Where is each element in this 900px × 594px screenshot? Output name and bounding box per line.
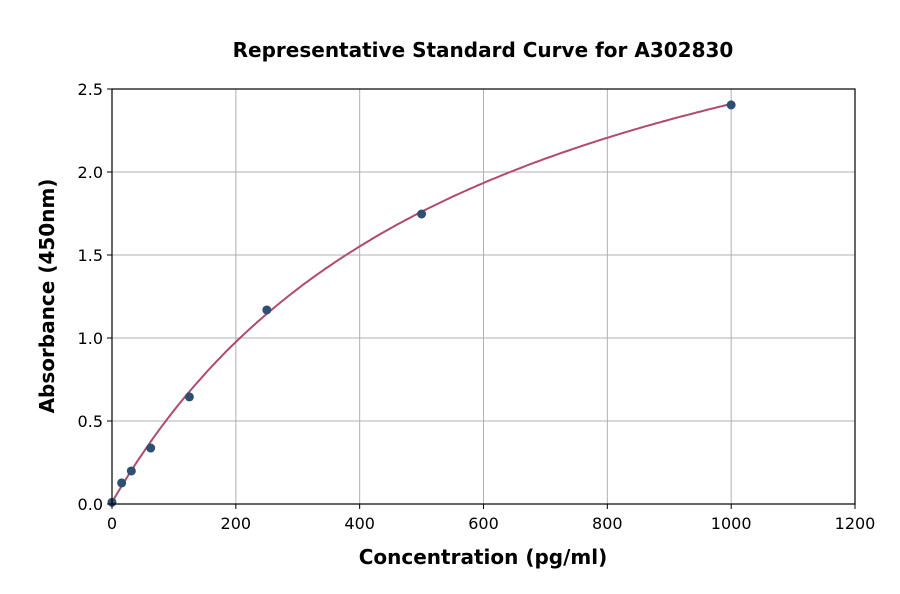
data-point: [117, 478, 127, 488]
y-tick-label: 1.5: [78, 246, 103, 265]
data-point: [146, 443, 156, 453]
fit-curve: [111, 102, 732, 503]
data-point: [184, 392, 194, 402]
x-tick-label: 0: [107, 514, 117, 533]
data-point: [726, 100, 736, 110]
y-tick-label: 0.0: [78, 495, 103, 514]
x-tick-label: 600: [468, 514, 499, 533]
data-point: [417, 209, 427, 219]
x-tick-label: 1200: [835, 514, 876, 533]
data-point: [262, 305, 272, 315]
x-tick-label: 200: [221, 514, 252, 533]
x-tick-label: 800: [592, 514, 623, 533]
y-tick-label: 2.0: [78, 163, 103, 182]
y-axis-label: Absorbance (450nm): [35, 179, 59, 414]
y-tick-label: 2.5: [78, 80, 103, 99]
y-tick-label: 1.0: [78, 329, 103, 348]
x-axis-label: Concentration (pg/ml): [359, 545, 608, 569]
data-point: [126, 466, 136, 476]
y-tick-label: 0.5: [78, 412, 103, 431]
chart-title: Representative Standard Curve for A30283…: [233, 38, 734, 62]
x-tick-label: 1000: [711, 514, 752, 533]
x-tick-label: 400: [344, 514, 375, 533]
